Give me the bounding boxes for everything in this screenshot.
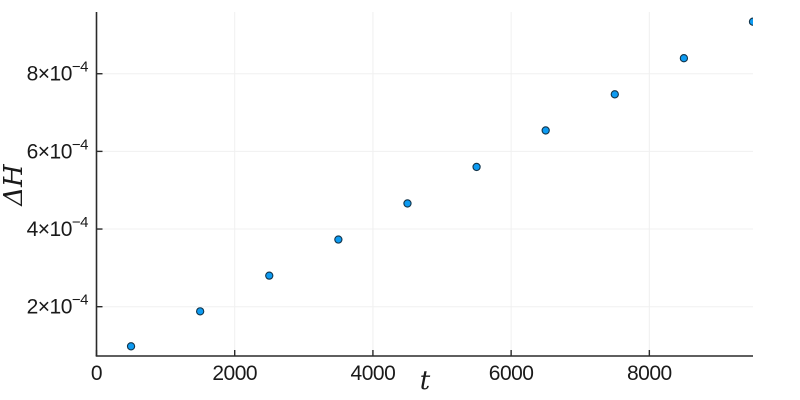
data-point [265,271,274,280]
x-tick-label: 2000 [212,362,257,385]
y-tick-label: 2×10−4 [27,292,89,319]
y-tick-label: 4×10−4 [27,214,89,241]
x-tick-label: 4000 [351,362,396,385]
data-point [679,54,689,63]
data-point [610,90,619,99]
data-point [541,126,550,135]
y-tick-label: 8×10−4 [27,59,89,86]
x-tick-label: 0 [91,362,102,385]
data-point [748,17,753,26]
data-point [334,235,343,244]
x-tick-label: 8000 [627,362,672,385]
data-series [126,17,753,351]
y-axis-label: ΔH [0,164,29,206]
x-tick-label: 6000 [489,362,534,385]
data-point [403,199,412,208]
data-point [126,342,136,351]
data-point [472,162,481,172]
x-axis-label: t [419,366,431,396]
y-tick-label: 6×10−4 [27,136,89,163]
data-point [196,307,205,316]
